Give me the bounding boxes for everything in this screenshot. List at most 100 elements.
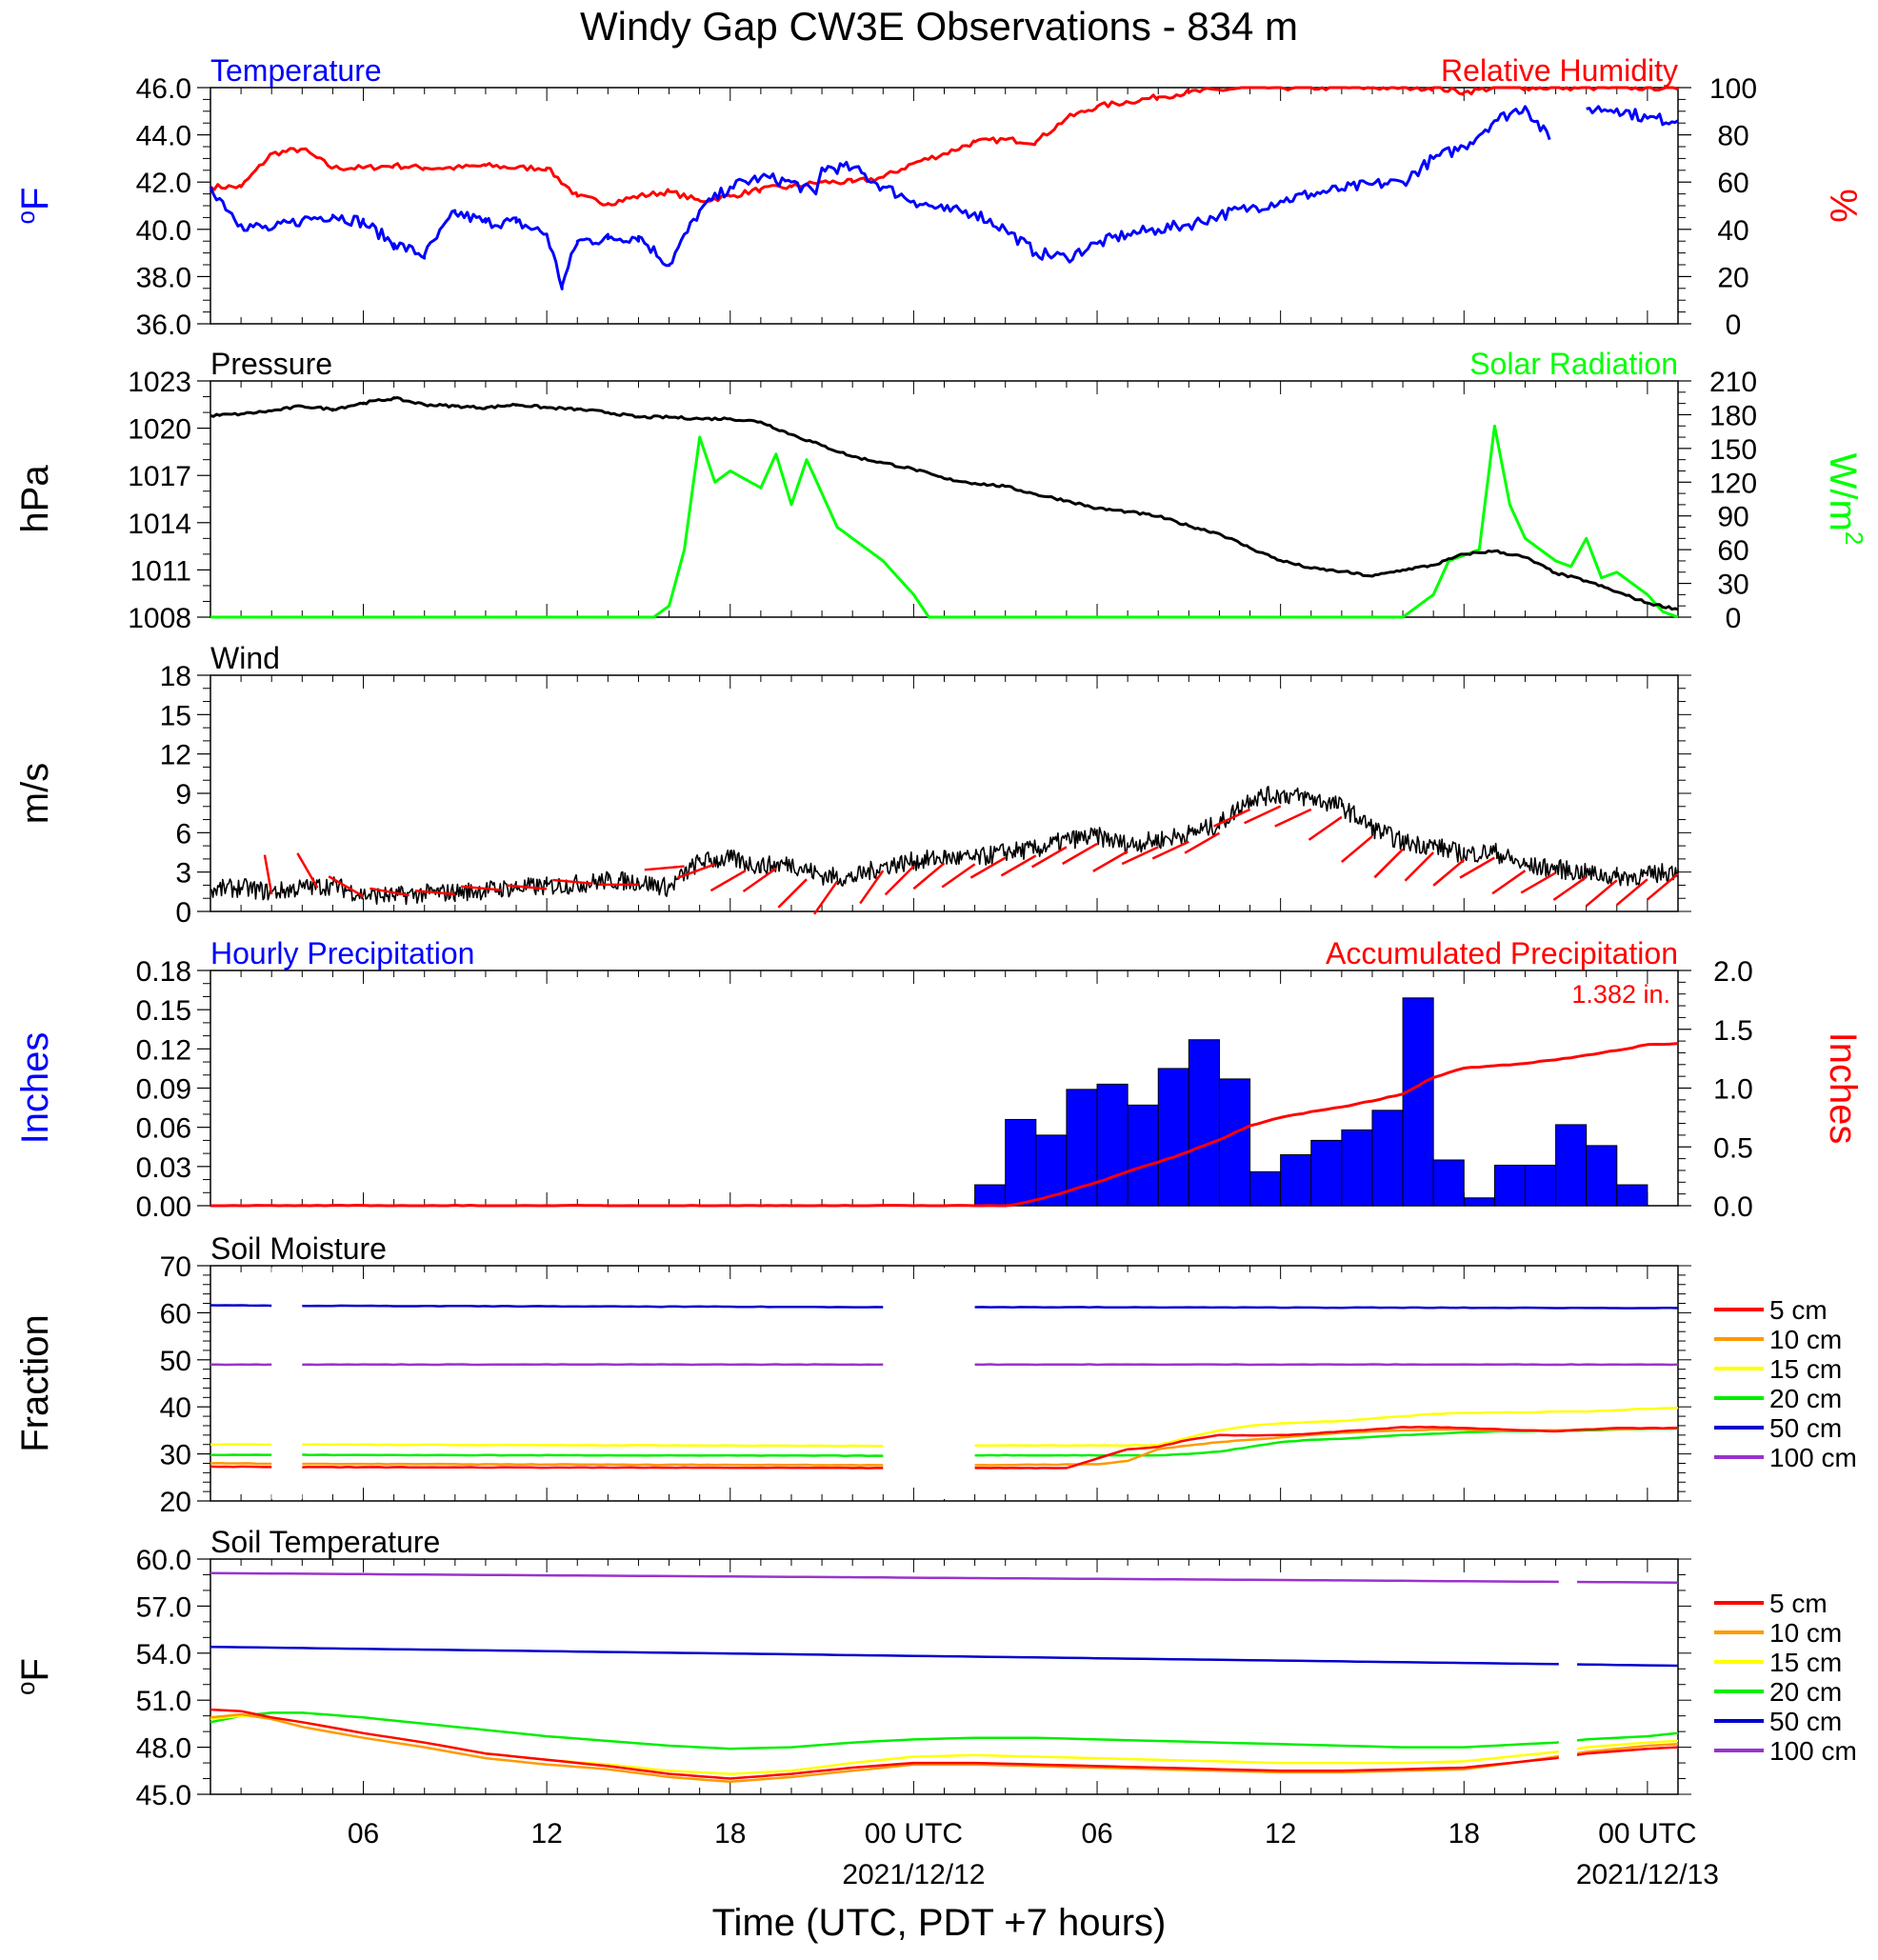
wind-barb <box>1274 808 1312 828</box>
wind-barb <box>941 863 976 889</box>
y-tick-label: 18 <box>160 661 191 692</box>
units-sup: 2 <box>1840 531 1868 545</box>
wind-barb <box>1092 850 1129 872</box>
panel-soil_moisture: 20 30 40 50 60 70 Soil Moisture Fraction <box>14 1231 1691 1518</box>
legend-label: 15 cm <box>1769 1354 1842 1384</box>
wind-barb <box>676 863 716 879</box>
y2-tick-label: 0 <box>1726 310 1742 341</box>
wind-barb <box>709 870 747 892</box>
wind-barb <box>1459 856 1496 879</box>
y-axis-units: Fraction <box>14 1314 56 1452</box>
y2-tick-label: 1.5 <box>1713 1015 1753 1047</box>
precip-bar <box>1463 1197 1495 1207</box>
soil-temp-line-4 <box>210 1645 1679 1668</box>
legend-label: 20 cm <box>1769 1384 1842 1413</box>
soil-temp-line-1 <box>210 1712 1679 1784</box>
precip-bar <box>1066 1089 1098 1207</box>
y-tick-label: 20 <box>160 1487 191 1518</box>
units-main: Inches <box>1822 1032 1864 1145</box>
wind-barb <box>969 856 1007 879</box>
y-tick-label: 15 <box>160 700 191 731</box>
panel-left-title: Pressure <box>210 347 332 381</box>
y-tick-label: 0.06 <box>136 1113 191 1145</box>
y-tick-label: 1011 <box>130 555 191 587</box>
precip-bar <box>1218 1078 1251 1207</box>
y2-tick-label: 120 <box>1709 468 1757 499</box>
legend-label: 15 cm <box>1769 1648 1842 1677</box>
y-tick-label: 12 <box>160 740 191 771</box>
y2-tick-label: 2.0 <box>1713 956 1753 988</box>
units-main: F <box>14 1658 56 1681</box>
wind-barb <box>507 884 548 890</box>
wind-barb <box>1585 879 1618 908</box>
y-tick-label: 1023 <box>128 367 191 398</box>
wind-barb <box>1432 858 1466 887</box>
precip-bar <box>1524 1164 1557 1207</box>
units-main: F <box>14 188 56 210</box>
units-main: % <box>1822 189 1864 223</box>
wind-barb <box>644 865 685 871</box>
x-axis-title: Time (UTC, PDT +7 hours) <box>712 1902 1167 1944</box>
y-tick-label: 70 <box>160 1251 191 1283</box>
soil-moisture-line-0 <box>210 1426 1679 1470</box>
data-gap <box>1558 1561 1578 1792</box>
units-main: W/m <box>1822 453 1864 531</box>
y2-tick-label: 0.0 <box>1713 1191 1753 1223</box>
x-tick-label: 06 <box>348 1818 379 1850</box>
y-tick-label: 44.0 <box>136 121 191 152</box>
x-tick-date: 2021/12/12 <box>842 1859 985 1890</box>
legend-label: 50 cm <box>1769 1413 1842 1443</box>
soil-temp-line-0 <box>210 1708 1679 1780</box>
panel-frame <box>210 380 1679 618</box>
wind-barb <box>1373 848 1404 879</box>
y-tick-label: 54.0 <box>136 1639 191 1670</box>
x-tick-label: 06 <box>1081 1818 1112 1850</box>
accumulated-precip-line <box>210 1042 1679 1208</box>
x-tick-label: 18 <box>714 1818 746 1850</box>
y-tick-label: 38.0 <box>136 262 191 293</box>
wind-barb <box>1491 870 1527 895</box>
soil-temp-line-5 <box>210 1571 1679 1584</box>
panel-soil_temp: 45.0 48.0 51.0 54.0 57.0 60.0 Soil Temperature… <box>11 1525 1691 1811</box>
legend-label: 100 cm <box>1769 1443 1857 1472</box>
wind-barb <box>328 875 365 898</box>
legend-label: 5 cm <box>1769 1589 1828 1618</box>
wind-barb <box>1030 846 1068 869</box>
y2-tick-label: 100 <box>1709 73 1757 105</box>
panel-right-title: Solar Radiation <box>1469 347 1678 381</box>
panel-left-title: Soil Moisture <box>210 1231 387 1266</box>
panel-pressure_solar: 1008 1011 1014 1017 1020 1023 0306090120150180… <box>14 347 1868 634</box>
wind-barb <box>884 865 915 896</box>
y2-tick-label: 80 <box>1717 121 1748 152</box>
y-tick-label: 0.09 <box>136 1074 191 1106</box>
y-tick-label: 48.0 <box>136 1733 191 1765</box>
y-tick-label: 0.03 <box>136 1152 191 1184</box>
y2-tick-label: 210 <box>1709 367 1757 398</box>
legend-label: 20 cm <box>1769 1677 1842 1707</box>
y-tick-label: 36.0 <box>136 310 191 341</box>
wind-barb <box>1184 831 1221 854</box>
y-tick-label: 45.0 <box>136 1780 191 1811</box>
y-tick-label: 50 <box>160 1346 191 1377</box>
wind-barb <box>1121 846 1159 866</box>
y2-tick-label: 0 <box>1726 603 1742 634</box>
wind-barb <box>1000 854 1037 877</box>
panel-wind: 0 3 6 9 12 15 18 Wind m/s <box>14 641 1691 929</box>
wind-barb <box>461 885 502 891</box>
y2-tick-label: 60 <box>1717 535 1748 567</box>
x-tick-label: 00 UTC <box>865 1818 963 1850</box>
wind-barb <box>296 852 319 889</box>
panel-left-title: Hourly Precipitation <box>210 936 474 970</box>
y-tick-label: 0.15 <box>136 995 191 1027</box>
y2-axis-units: Inches <box>1822 1032 1864 1145</box>
y-tick-label: 51.0 <box>136 1686 191 1717</box>
precip-bar <box>1371 1110 1404 1207</box>
y-tick-label: 46.0 <box>136 73 191 105</box>
panel-left-title: Wind <box>210 641 280 675</box>
y-tick-label: 40 <box>160 1392 191 1424</box>
panel-temp_rh: 36.0 38.0 40.0 42.0 44.0 46.0 0 20 40 60 80 100 Temp… <box>11 53 1864 341</box>
data-gap <box>271 1268 303 1499</box>
wind-barb <box>414 890 455 896</box>
precip-bar <box>1005 1118 1037 1207</box>
y2-tick-label: 40 <box>1717 215 1748 247</box>
